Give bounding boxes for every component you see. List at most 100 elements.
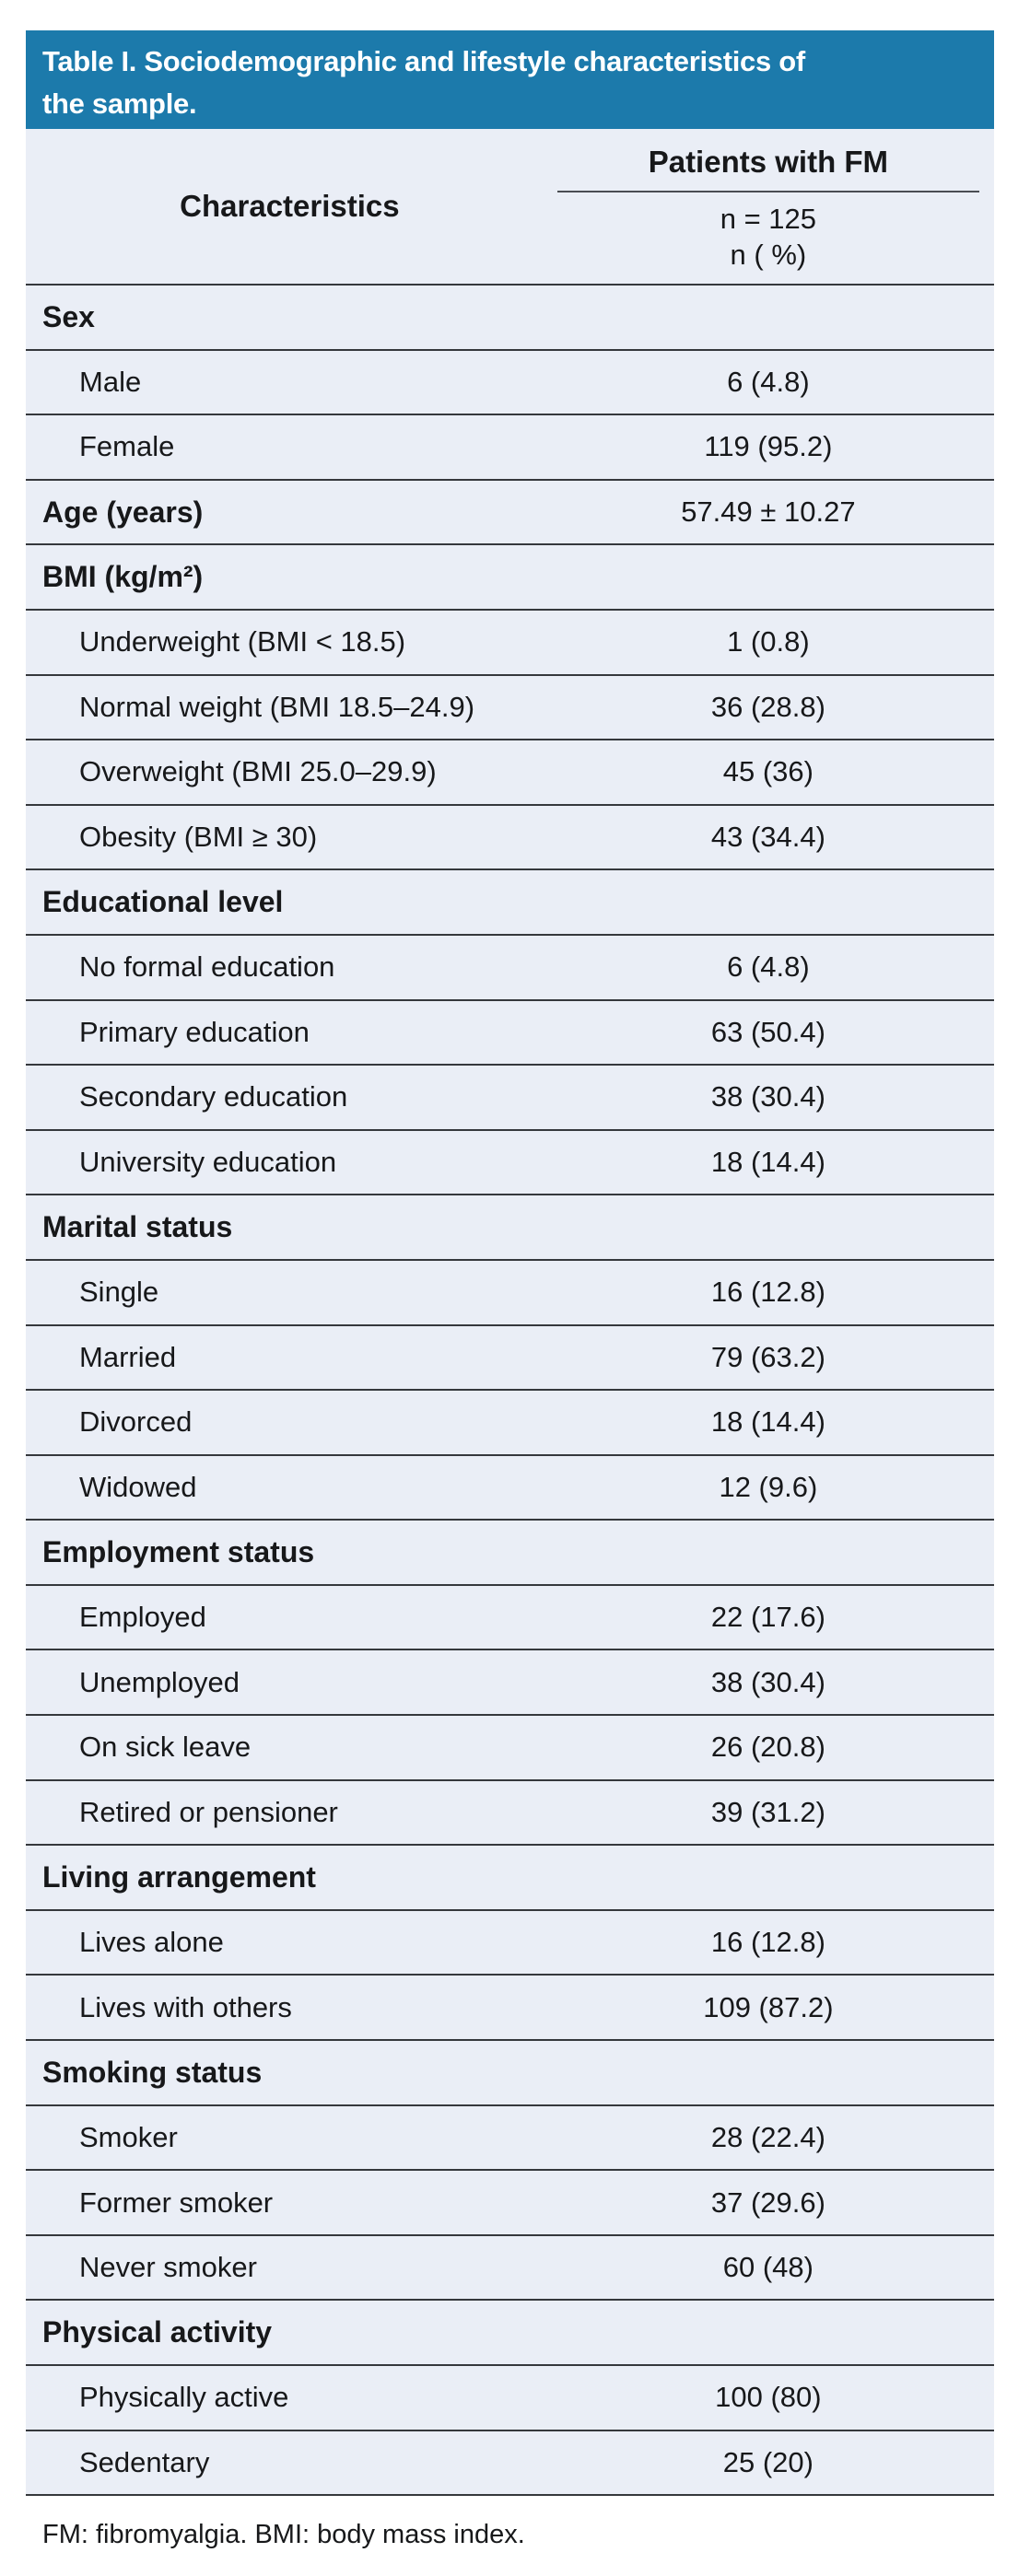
row-value: 43 (34.4) [710, 821, 825, 854]
row-value: 6 (4.8) [727, 950, 810, 984]
row-value: 63 (50.4) [710, 1015, 825, 1048]
characteristics-header: Characteristics [180, 189, 400, 223]
row-value: 109 (87.2) [703, 1990, 834, 2023]
row-label: Employed [79, 1601, 206, 1634]
section-row: Physical activity [26, 2301, 994, 2366]
table-row: Divorced 18 (14.4) [26, 1391, 994, 1456]
row-label: Widowed [79, 1470, 197, 1503]
row-label: University education [79, 1146, 337, 1179]
section-label: Smoking status [42, 2055, 263, 2089]
section-row: Employment status [26, 1521, 994, 1586]
table-row: Obesity (BMI ≥ 30) 43 (34.4) [26, 806, 994, 871]
row-label: No formal education [79, 950, 335, 984]
row-label: Physically active [79, 2381, 289, 2414]
section-row: Marital status [26, 1195, 994, 1261]
table-row: Smoker 28 (22.4) [26, 2106, 994, 2172]
row-label: Obesity (BMI ≥ 30) [79, 821, 318, 854]
section-row: BMI (kg/m²) [26, 545, 994, 611]
table-row: Widowed 12 (9.6) [26, 1456, 994, 1521]
section-label: Age (years) [42, 495, 204, 529]
row-label: Normal weight (BMI 18.5–24.9) [79, 690, 475, 723]
section-label: Educational level [42, 885, 284, 919]
table-row: Male 6 (4.8) [26, 351, 994, 416]
table-row: Lives with others 109 (87.2) [26, 1976, 994, 2042]
table-title-banner: Table I. Sociodemographic and lifestyle … [26, 30, 994, 129]
section-row: Living arrangement [26, 1846, 994, 1911]
row-value: 6 (4.8) [727, 365, 810, 398]
row-value: 45 (36) [722, 755, 813, 788]
row-label: Male [79, 365, 142, 398]
row-label: Underweight (BMI < 18.5) [79, 625, 406, 659]
section-label: Physical activity [42, 2315, 273, 2349]
row-value: 25 (20) [722, 2445, 813, 2478]
row-label: Never smoker [79, 2251, 257, 2284]
row-value: 100 (80) [715, 2381, 822, 2414]
section-row: Smoking status [26, 2041, 994, 2106]
row-value: 36 (28.8) [710, 690, 825, 723]
section-row: Sex [26, 286, 994, 351]
section-label: Employment status [42, 1535, 315, 1569]
row-value: 26 (20.8) [710, 1731, 825, 1764]
section-label: Marital status [42, 1210, 233, 1244]
table-title-line-2: the sample. [42, 87, 197, 120]
table-header: Characteristics Patients with FM n = 125… [26, 129, 994, 286]
row-label: Sedentary [79, 2445, 210, 2478]
section-row: Educational level [26, 870, 994, 936]
row-value: 119 (95.2) [704, 430, 833, 463]
row-value: 38 (30.4) [710, 1665, 825, 1698]
table-row: Normal weight (BMI 18.5–24.9) 36 (28.8) [26, 676, 994, 741]
row-value: 12 (9.6) [719, 1470, 818, 1503]
row-value: 60 (48) [722, 2251, 813, 2284]
table-row: Retired or pensioner 39 (31.2) [26, 1781, 994, 1847]
section-label: Sex [42, 299, 95, 333]
table-row: Physically active 100 (80) [26, 2366, 994, 2431]
row-label: Lives alone [79, 1926, 224, 1959]
row-value: 16 (12.8) [710, 1926, 825, 1959]
row-value: 28 (22.4) [710, 2120, 825, 2153]
row-value: 18 (14.4) [710, 1146, 825, 1179]
table-row: Employed 22 (17.6) [26, 1586, 994, 1651]
fm-group-header: Patients with FM n = 125 n ( %) [554, 129, 994, 284]
row-label: Primary education [79, 1015, 310, 1048]
table-title-line-1: Table I. Sociodemographic and lifestyle … [42, 44, 805, 77]
row-label: Single [79, 1276, 159, 1309]
table-row: On sick leave 26 (20.8) [26, 1716, 994, 1781]
section-row: Age (years) 57.49 ± 10.27 [26, 481, 994, 546]
row-label: Secondary education [79, 1080, 348, 1113]
table-row: Underweight (BMI < 18.5) 1 (0.8) [26, 611, 994, 676]
row-value: 38 (30.4) [710, 1080, 825, 1113]
table-row: Overweight (BMI 25.0–29.9) 45 (36) [26, 740, 994, 806]
table-row: No formal education 6 (4.8) [26, 936, 994, 1001]
row-value: 39 (31.2) [710, 1795, 825, 1828]
table-row: Single 16 (12.8) [26, 1261, 994, 1326]
section-label: BMI (kg/m²) [42, 560, 204, 594]
row-value: 1 (0.8) [727, 625, 810, 659]
row-value: 18 (14.4) [710, 1405, 825, 1439]
row-value: 57.49 ± 10.27 [681, 495, 856, 529]
row-label: Smoker [79, 2120, 178, 2153]
table-row: University education 18 (14.4) [26, 1131, 994, 1196]
table-row: Sedentary 25 (20) [26, 2431, 994, 2497]
sample-size-line: n = 125 [720, 203, 817, 235]
table-row: Former smoker 37 (29.6) [26, 2171, 994, 2236]
row-value: 16 (12.8) [710, 1276, 825, 1309]
table-row: Primary education 63 (50.4) [26, 1001, 994, 1067]
row-label: Overweight (BMI 25.0–29.9) [79, 755, 437, 788]
table-row: Secondary education 38 (30.4) [26, 1066, 994, 1131]
table-rows: Sex Male 6 (4.8) Female 119 (95.2) Age (… [26, 286, 994, 2497]
fm-group-label: Patients with FM [648, 145, 889, 179]
row-label: Former smoker [79, 2186, 274, 2219]
table-row: Unemployed 38 (30.4) [26, 1650, 994, 1717]
row-value: 79 (63.2) [710, 1340, 825, 1373]
row-label: Married [79, 1340, 177, 1373]
value-format-line: n ( %) [730, 239, 807, 271]
table-row: Female 119 (95.2) [26, 415, 994, 481]
row-label: Divorced [79, 1405, 193, 1439]
row-label: Female [79, 430, 175, 463]
section-label: Living arrangement [42, 1860, 316, 1894]
row-label: Lives with others [79, 1990, 292, 2023]
table-row: Lives alone 16 (12.8) [26, 1911, 994, 1976]
header-rule [556, 191, 979, 192]
table-card: Table I. Sociodemographic and lifestyle … [26, 30, 994, 2551]
